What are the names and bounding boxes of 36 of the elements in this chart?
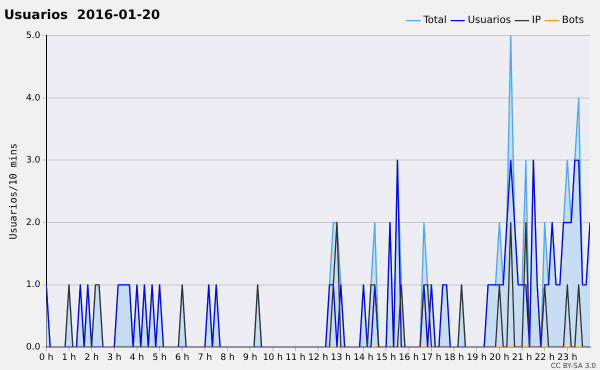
y-tick-label: 1.0 — [26, 280, 41, 290]
x-tick-label: 0 h — [39, 352, 54, 363]
legend-label: Usuarios — [468, 15, 511, 26]
x-tick-label: 22 h — [534, 352, 555, 363]
x-tick-label: 5 h — [152, 352, 167, 363]
y-tick-label: 0.0 — [26, 342, 41, 353]
legend-label: Bots — [562, 15, 584, 26]
legend-label: IP — [532, 15, 541, 26]
x-tick-label: 17 h — [421, 352, 442, 363]
x-tick-label: 18 h — [444, 352, 464, 363]
x-tick-label: 13 h — [330, 352, 351, 363]
x-tick-label: 19 h — [466, 352, 487, 363]
x-tick-label: 4 h — [130, 352, 144, 363]
x-tick-label: 16 h — [398, 352, 419, 363]
x-tick-label: 14 h — [353, 352, 374, 363]
y-axis-title: Usuarios/10 mins — [8, 143, 20, 240]
x-tick-label: 23 h — [557, 352, 578, 363]
x-tick-label: 9 h — [243, 352, 258, 363]
x-tick-label: 10 h — [262, 352, 283, 363]
y-tick-label: 3.0 — [26, 156, 41, 166]
legend-label: Total — [422, 15, 447, 26]
x-tick-label: 8 h — [220, 352, 235, 363]
x-tick-label: 12 h — [308, 352, 328, 363]
x-tick-label: 6 h — [175, 352, 190, 363]
x-tick-label: 7 h — [198, 352, 212, 363]
x-tick-label: 11 h — [285, 352, 306, 363]
y-tick-label: 5.0 — [26, 30, 41, 41]
y-tick-label: 4.0 — [26, 93, 41, 104]
x-tick-label: 2 h — [84, 352, 99, 363]
x-tick-label: 15 h — [376, 352, 396, 363]
chart-title: Usuarios 2016-01-20 — [4, 8, 160, 24]
x-tick-label: 1 h — [62, 352, 76, 363]
y-tick-label: 2.0 — [26, 218, 41, 228]
x-tick-label: 3 h — [107, 352, 122, 363]
x-tick-label: 21 h — [512, 352, 532, 363]
x-tick-label: 20 h — [489, 352, 510, 363]
